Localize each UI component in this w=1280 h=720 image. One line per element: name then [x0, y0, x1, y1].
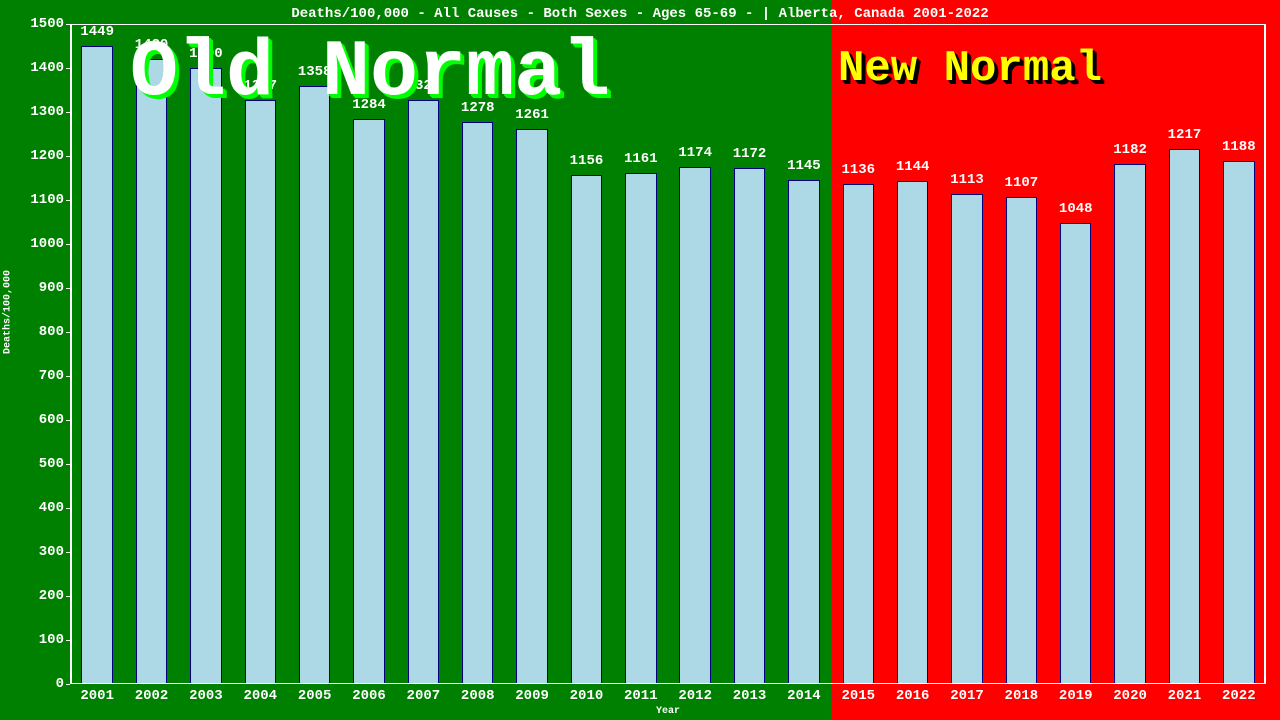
bar-value-label: 1449 [80, 24, 114, 40]
bar [734, 168, 766, 684]
y-tick-label: 800 [39, 324, 64, 340]
x-tick-label: 2022 [1222, 688, 1256, 704]
bar [245, 100, 277, 684]
x-tick-label: 2013 [733, 688, 767, 704]
bar [353, 119, 385, 684]
bar [136, 59, 168, 684]
y-tick-mark [66, 244, 70, 245]
y-tick-label: 400 [39, 500, 64, 516]
x-tick-label: 2008 [461, 688, 495, 704]
bar [462, 122, 494, 684]
y-tick-mark [66, 376, 70, 377]
bar [516, 129, 548, 684]
y-tick-label: 900 [39, 280, 64, 296]
y-tick-mark [66, 552, 70, 553]
x-tick-label: 2001 [80, 688, 114, 704]
y-tick-mark [66, 24, 70, 25]
bar-value-label: 1161 [624, 151, 658, 167]
x-tick-label: 2021 [1168, 688, 1202, 704]
bar [571, 175, 603, 684]
y-axis-label: Deaths/100,000 [3, 270, 14, 354]
bar [788, 180, 820, 684]
y-tick-mark [66, 332, 70, 333]
bar-value-label: 1048 [1059, 201, 1093, 217]
bar [408, 100, 440, 684]
x-tick-label: 2009 [515, 688, 549, 704]
y-tick-label: 100 [39, 632, 64, 648]
bar [1114, 164, 1146, 684]
y-tick-mark [66, 684, 70, 685]
bar-value-label: 1182 [1113, 142, 1147, 158]
y-tick-mark [66, 640, 70, 641]
y-tick-mark [66, 112, 70, 113]
y-tick-label: 700 [39, 368, 64, 384]
bar-value-label: 1156 [570, 153, 604, 169]
bar-value-label: 1174 [678, 145, 712, 161]
x-tick-label: 2012 [678, 688, 712, 704]
y-tick-label: 600 [39, 412, 64, 428]
x-tick-label: 2003 [189, 688, 223, 704]
bar [299, 86, 331, 684]
x-tick-label: 2006 [352, 688, 386, 704]
bar-value-label: 1107 [1005, 175, 1039, 191]
bar [843, 184, 875, 684]
x-tick-label: 2018 [1005, 688, 1039, 704]
bar [1060, 223, 1092, 684]
y-tick-label: 0 [56, 676, 64, 692]
x-tick-label: 2019 [1059, 688, 1093, 704]
y-tick-label: 1000 [30, 236, 64, 252]
bar [1169, 149, 1201, 684]
x-tick-label: 2004 [243, 688, 277, 704]
x-tick-label: 2010 [570, 688, 604, 704]
x-tick-label: 2015 [841, 688, 875, 704]
bar-value-label: 1217 [1168, 127, 1202, 143]
bar [951, 194, 983, 684]
x-tick-label: 2014 [787, 688, 821, 704]
bar-value-label: 1188 [1222, 139, 1256, 155]
x-tick-label: 2020 [1113, 688, 1147, 704]
y-tick-label: 500 [39, 456, 64, 472]
bar [897, 181, 929, 684]
bar-value-label: 1145 [787, 158, 821, 174]
y-tick-label: 1400 [30, 60, 64, 76]
x-tick-label: 2017 [950, 688, 984, 704]
y-tick-label: 1200 [30, 148, 64, 164]
x-tick-label: 2011 [624, 688, 658, 704]
bar [1223, 161, 1255, 684]
x-tick-label: 2005 [298, 688, 332, 704]
y-tick-mark [66, 596, 70, 597]
overlay-new-normal: New Normal [838, 44, 1102, 94]
overlay-old-normal: Old Normal [130, 28, 610, 119]
y-tick-label: 1300 [30, 104, 64, 120]
y-tick-label: 1100 [30, 192, 64, 208]
y-tick-label: 1500 [30, 16, 64, 32]
chart-title: Deaths/100,000 - All Causes - Both Sexes… [0, 6, 1280, 22]
bar [625, 173, 657, 684]
bar-value-label: 1172 [733, 146, 767, 162]
bar-value-label: 1144 [896, 159, 930, 175]
y-tick-mark [66, 508, 70, 509]
y-tick-mark [66, 464, 70, 465]
x-tick-label: 2002 [135, 688, 169, 704]
y-tick-mark [66, 68, 70, 69]
bar [81, 46, 113, 684]
y-tick-mark [66, 156, 70, 157]
y-tick-mark [66, 420, 70, 421]
bar [679, 167, 711, 684]
chart-container: Deaths/100,000 - All Causes - Both Sexes… [0, 0, 1280, 720]
x-tick-label: 2007 [407, 688, 441, 704]
y-tick-mark [66, 200, 70, 201]
x-axis-label: Year [656, 706, 680, 717]
bar [1006, 197, 1038, 684]
plot-area: 0100200300400500600700800900100011001200… [70, 24, 1266, 684]
bar [190, 68, 222, 684]
y-tick-mark [66, 288, 70, 289]
bar-value-label: 1113 [950, 172, 984, 188]
bar-value-label: 1136 [841, 162, 875, 178]
y-tick-label: 200 [39, 588, 64, 604]
x-tick-label: 2016 [896, 688, 930, 704]
y-tick-label: 300 [39, 544, 64, 560]
